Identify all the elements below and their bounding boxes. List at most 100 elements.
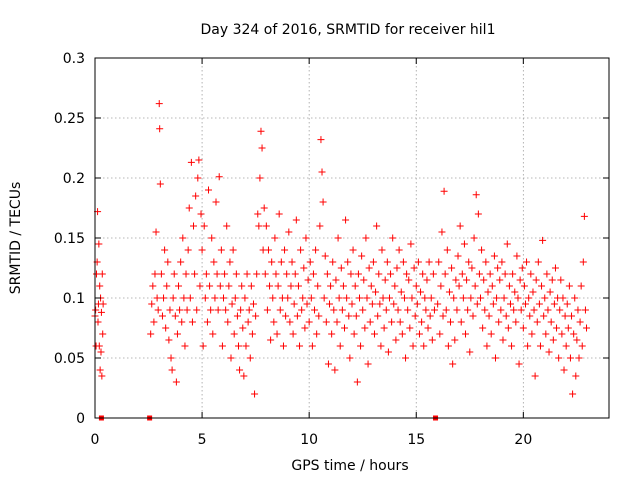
data-point bbox=[208, 234, 216, 242]
data-point bbox=[406, 324, 414, 332]
data-point bbox=[472, 191, 480, 199]
data-point bbox=[484, 288, 492, 296]
data-point bbox=[94, 318, 102, 326]
data-point bbox=[302, 234, 310, 242]
data-point bbox=[581, 306, 589, 314]
data-point bbox=[246, 354, 254, 362]
data-point bbox=[177, 258, 185, 266]
data-point bbox=[281, 246, 289, 254]
data-point bbox=[521, 300, 529, 308]
data-point bbox=[182, 270, 190, 278]
data-point bbox=[574, 306, 582, 314]
data-point bbox=[200, 222, 208, 230]
data-point bbox=[494, 264, 502, 272]
data-point bbox=[428, 336, 436, 344]
data-point bbox=[154, 306, 162, 314]
data-point bbox=[463, 276, 471, 284]
data-point bbox=[179, 234, 187, 242]
data-point bbox=[270, 318, 278, 326]
data-point bbox=[253, 270, 261, 278]
x-axis-label: GPS time / hours bbox=[291, 458, 408, 474]
data-point bbox=[338, 306, 346, 314]
data-point bbox=[485, 312, 493, 320]
data-point bbox=[534, 258, 542, 266]
data-point bbox=[529, 288, 537, 296]
data-point bbox=[230, 330, 238, 338]
data-point bbox=[393, 264, 401, 272]
data-point bbox=[478, 246, 486, 254]
data-point bbox=[245, 306, 253, 314]
data-point bbox=[384, 348, 392, 356]
y-tick-label: 0 bbox=[76, 411, 85, 427]
data-point bbox=[333, 318, 341, 326]
data-point bbox=[486, 270, 494, 278]
data-point bbox=[430, 306, 438, 314]
data-point bbox=[151, 270, 159, 278]
data-point bbox=[489, 300, 497, 308]
data-point bbox=[282, 312, 290, 320]
data-point bbox=[285, 228, 293, 236]
data-point bbox=[243, 270, 251, 278]
data-point bbox=[504, 324, 512, 332]
data-point bbox=[398, 330, 406, 338]
data-point bbox=[244, 318, 252, 326]
data-point bbox=[260, 204, 268, 212]
data-point bbox=[279, 342, 287, 350]
data-point bbox=[183, 306, 191, 314]
data-point bbox=[497, 306, 505, 314]
data-point bbox=[513, 252, 521, 260]
data-point bbox=[266, 282, 274, 290]
data-point bbox=[548, 276, 556, 284]
data-point bbox=[413, 300, 421, 308]
data-point bbox=[541, 294, 549, 302]
axis-ticks bbox=[94, 57, 609, 419]
data-point bbox=[216, 282, 224, 290]
data-point bbox=[342, 216, 350, 224]
data-point bbox=[470, 234, 478, 242]
data-point bbox=[254, 210, 262, 218]
data-point bbox=[346, 354, 354, 362]
data-point bbox=[337, 264, 345, 272]
data-point bbox=[147, 330, 155, 338]
data-point bbox=[303, 300, 311, 308]
data-point bbox=[454, 252, 462, 260]
data-point bbox=[474, 210, 482, 218]
data-point bbox=[571, 294, 579, 302]
data-point bbox=[247, 282, 255, 290]
data-point bbox=[97, 348, 105, 356]
data-point bbox=[348, 300, 356, 308]
data-point bbox=[240, 372, 248, 380]
data-point bbox=[95, 240, 103, 248]
data-point bbox=[380, 324, 388, 332]
data-point bbox=[347, 270, 355, 278]
data-point bbox=[327, 282, 335, 290]
x-tick-label: 15 bbox=[407, 432, 425, 448]
data-point bbox=[412, 282, 420, 290]
y-tick-label: 0.15 bbox=[54, 231, 85, 247]
data-point bbox=[426, 312, 434, 320]
data-point bbox=[427, 294, 435, 302]
data-point bbox=[370, 330, 378, 338]
data-point bbox=[532, 276, 540, 284]
data-point bbox=[512, 318, 520, 326]
data-point bbox=[153, 294, 161, 302]
data-point bbox=[544, 306, 552, 314]
data-point bbox=[374, 312, 382, 320]
data-point bbox=[381, 276, 389, 284]
data-point bbox=[255, 222, 263, 230]
data-point bbox=[560, 366, 568, 374]
data-point bbox=[332, 276, 340, 284]
data-point bbox=[490, 252, 498, 260]
data-point bbox=[210, 258, 218, 266]
data-point bbox=[455, 282, 463, 290]
data-point bbox=[231, 294, 239, 302]
data-point bbox=[409, 342, 417, 350]
data-point bbox=[294, 282, 302, 290]
data-point bbox=[307, 294, 315, 302]
data-point bbox=[493, 294, 501, 302]
data-point bbox=[564, 324, 572, 332]
data-point bbox=[414, 258, 422, 266]
data-point bbox=[150, 318, 158, 326]
data-point bbox=[549, 336, 557, 344]
data-point bbox=[568, 312, 576, 320]
